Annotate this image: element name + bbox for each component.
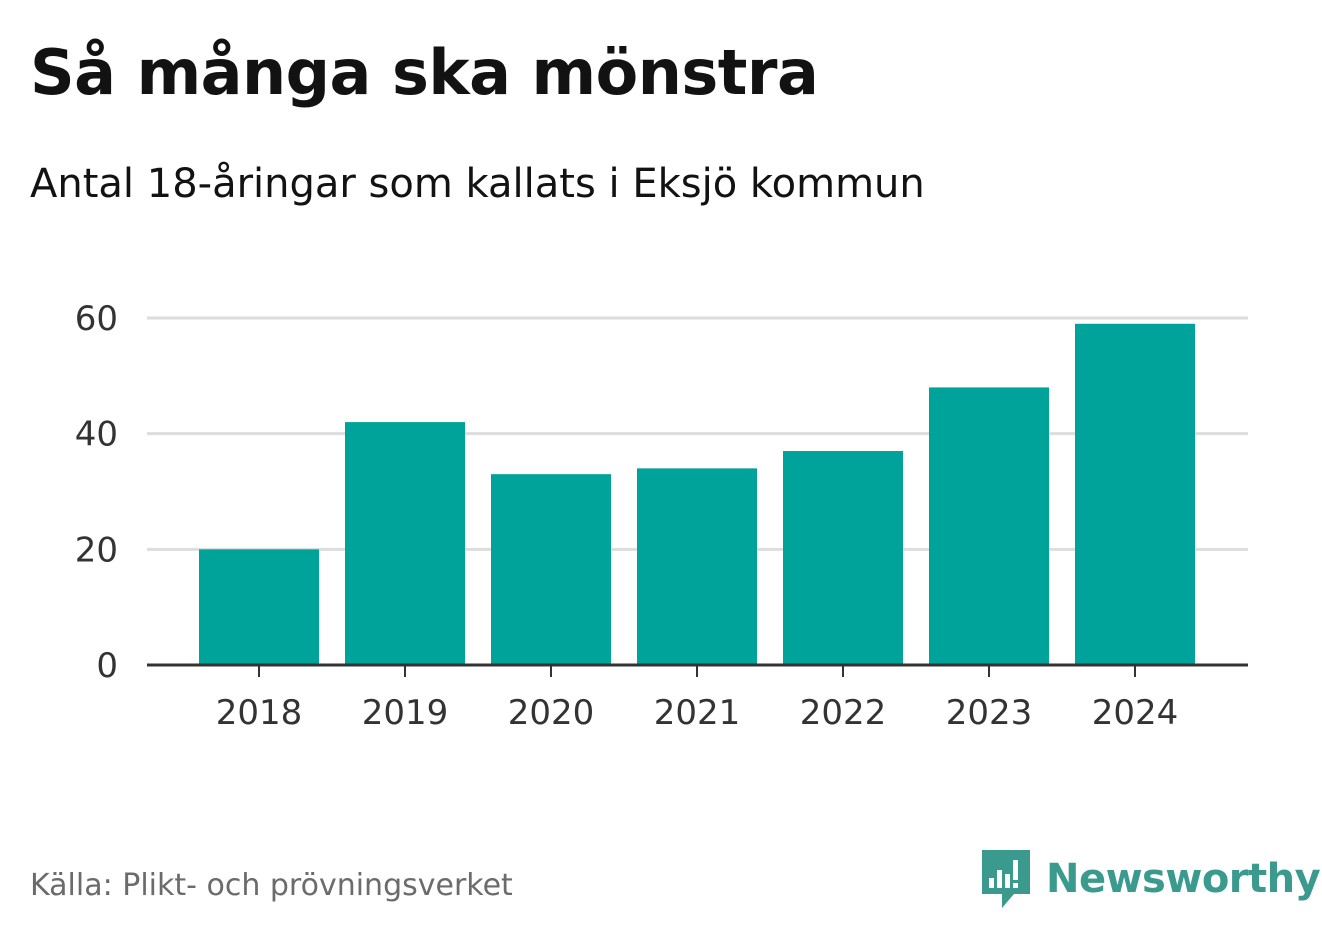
x-tick-label: 2018 [216, 693, 303, 733]
x-tick-label: 2023 [946, 693, 1033, 733]
x-tick-label: 2022 [800, 693, 887, 733]
y-tick-label: 60 [75, 299, 118, 339]
brand-name: Newsworthy [1046, 856, 1321, 902]
x-tick-label: 2021 [654, 693, 741, 733]
bar-2023 [929, 387, 1049, 665]
chart-title: Så många ska mönstra [30, 36, 819, 109]
chart-subtitle: Antal 18-åringar som kallats i Eksjö kom… [30, 161, 925, 207]
bar-2018 [199, 549, 319, 665]
y-tick-label: 20 [75, 530, 118, 570]
y-tick-label: 40 [75, 415, 118, 455]
newsworthy-logo-icon [982, 850, 1030, 908]
y-tick-label: 0 [96, 646, 118, 686]
bar-2021 [637, 468, 757, 665]
bar-2022 [783, 451, 903, 665]
brand-logo: Newsworthy [980, 848, 1321, 910]
bar-2020 [491, 474, 611, 665]
x-tick-label: 2019 [362, 693, 449, 733]
bar-chart: 0 20 40 60 2018 2019 2020 2021 2022 2023 2024 [75, 299, 1248, 733]
x-tick-label: 2024 [1092, 693, 1179, 733]
source-note: Källa: Plikt- och prövningsverket [30, 868, 513, 903]
bar-2019 [345, 422, 465, 665]
x-tick-label: 2020 [508, 693, 595, 733]
bar-2024 [1075, 323, 1195, 665]
